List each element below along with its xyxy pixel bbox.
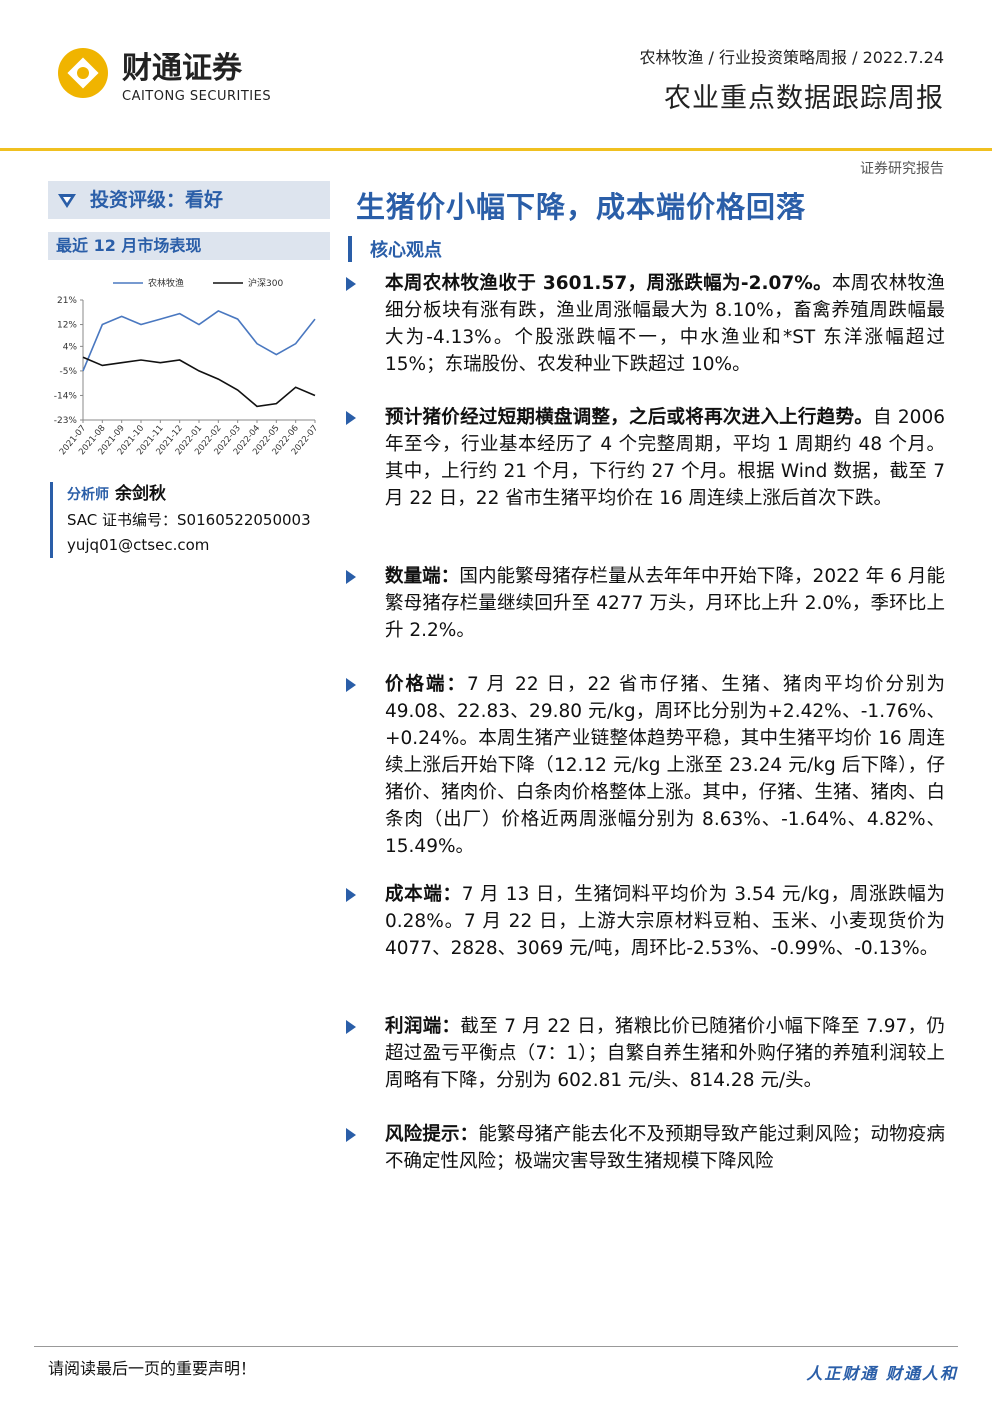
y-tick-label: -5% (59, 367, 77, 377)
headline: 生猪价小幅下降，成本端价格回落 (356, 190, 807, 224)
market-title-box: 最近 12 月市场表现 (48, 232, 330, 260)
bullet: 本周农林牧渔收于 3601.57，周涨跌幅为-2.07%。本周农林牧渔细分板块有… (385, 270, 945, 378)
bullet-text: 国内能繁母猪存栏量从去年年中开始下降，2022 年 6 月能繁母猪存栏量继续回升… (385, 566, 945, 641)
bullet: 成本端：7 月 13 日，生猪饲料平均价为 3.54 元/kg，周涨跌幅为 0.… (385, 881, 945, 962)
y-tick-label: 12% (57, 321, 77, 331)
bullet-lead: 数量端： (385, 566, 460, 587)
bullet: 价格端：7 月 22 日，22 省市仔猪、生猪、猪肉平均价分别为 49.08、2… (385, 671, 945, 860)
logo-en: CAITONG SECURITIES (122, 89, 271, 104)
rating: 投资评级：看好 (48, 181, 330, 219)
legend-label: 农林牧渔 (148, 277, 184, 289)
report-type: 证券研究报告 (860, 161, 944, 177)
slogan: 人正财通 财通人和 (806, 1364, 958, 1383)
bullet: 数量端：国内能繁母猪存栏量从去年年中开始下降，2022 年 6 月能繁母猪存栏量… (385, 563, 945, 644)
bullet-arrow (346, 1128, 356, 1142)
header-rule (0, 148, 992, 151)
rating-icon (58, 194, 76, 208)
bullet-text: 本周农林牧渔细分板块有涨有跌，渔业周涨幅最大为 8.10%，畜禽养殖周跌幅最大为… (385, 273, 945, 375)
report-title: 农业重点数据跟踪周报 (664, 83, 944, 114)
bullet-text: 截至 7 月 22 日，猪粮比价已随猪价小幅下降至 7.97，仍超过盈亏平衡点（… (385, 1016, 945, 1091)
footer-rule (34, 1346, 958, 1347)
legend-label: 沪深300 (248, 277, 283, 289)
market-title: 最近 12 月市场表现 (56, 236, 202, 255)
rating-text: 投资评级：看好 (90, 189, 224, 211)
bullet-lead: 价格端： (385, 674, 468, 695)
y-tick-label: 4% (63, 342, 78, 352)
bullet-lead: 风险提示： (385, 1124, 479, 1145)
analyst: 分析师 余剑秋 SAC 证书编号：S0160522050003 yujq01@ct… (50, 482, 311, 558)
bullet-lead: 利润端： (385, 1016, 461, 1037)
bullet: 预计猪价经过短期横盘调整，之后或将再次进入上行趋势。自 2006 年至今，行业基… (385, 404, 945, 512)
analyst-sac: SAC 证书编号：S0160522050003 (67, 511, 311, 529)
analyst-name: 余剑秋 (115, 484, 166, 504)
bullet-arrow (346, 570, 356, 584)
section-title: 核心观点 (348, 236, 442, 262)
y-tick-label: -14% (54, 391, 78, 401)
bullet: 风险提示：能繁母猪产能去化不及预期导致产能过剩风险；动物疫病不确定性风险；极端灾… (385, 1121, 945, 1175)
chart: 21%12%4%-5%-14%-23%2021-072021-082021-09… (54, 277, 321, 457)
bullet-arrow (346, 411, 356, 425)
bullet-arrow (346, 678, 356, 692)
bullet-text: 自 2006 年至今，行业基本经历了 4 个完整周期，平均 1 周期约 48 个… (385, 407, 945, 509)
series-line (82, 309, 316, 372)
bullet-text: 7 月 22 日，22 省市仔猪、生猪、猪肉平均价分别为 49.08、22.83… (385, 674, 945, 857)
breadcrumb: 农林牧渔 / 行业投资策略周报 / 2022.7.24 (639, 48, 944, 67)
y-tick-label: -23% (54, 416, 78, 426)
bullet-lead: 成本端： (385, 884, 462, 905)
logo: 财通证券 CAITONG SECURITIES (58, 48, 271, 104)
bullet-arrow (346, 1020, 356, 1034)
bullet-text: 7 月 13 日，生猪饲料平均价为 3.54 元/kg，周涨跌幅为 0.28%。… (385, 884, 945, 959)
analyst-email: yujq01@ctsec.com (67, 536, 210, 554)
bullet-lead: 本周农林牧渔收于 3601.57，周涨跌幅为-2.07%。 (385, 273, 833, 294)
analyst-role: 分析师 (67, 487, 109, 503)
bullet-arrow (346, 277, 356, 291)
y-tick-label: 21% (57, 296, 77, 306)
series-line (82, 356, 316, 408)
bullet-arrow (346, 888, 356, 902)
bullet-lead: 预计猪价经过短期横盘调整，之后或将再次进入上行趋势。 (385, 407, 873, 428)
bullet: 利润端：截至 7 月 22 日，猪粮比价已随猪价小幅下降至 7.97，仍超过盈亏… (385, 1013, 945, 1094)
bullet-text: 能繁母猪产能去化不及预期导致产能过剩风险；动物疫病不确定性风险；极端灾害导致生猪… (385, 1124, 945, 1172)
notice: 请阅读最后一页的重要声明！ (48, 1359, 257, 1378)
logo-cn: 财通证券 (122, 51, 243, 86)
